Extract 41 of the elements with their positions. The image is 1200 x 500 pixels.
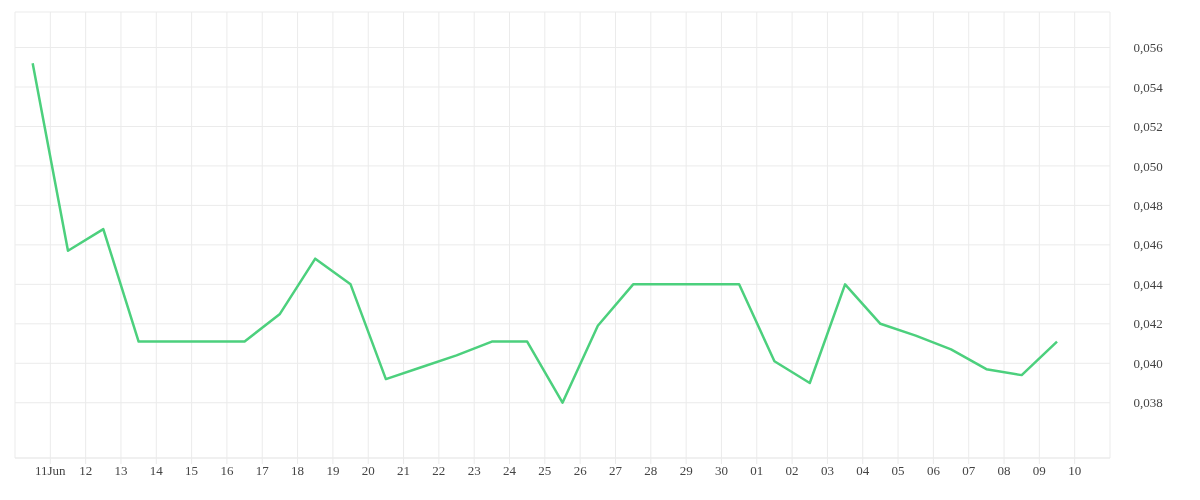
x-tick-label: 18 xyxy=(291,463,305,479)
x-tick-label: 17 xyxy=(255,463,270,479)
x-tick-label: 20 xyxy=(361,463,375,479)
y-tick-label: 0,050 xyxy=(1133,158,1163,174)
x-tick-label: 12 xyxy=(79,463,93,479)
y-tick-label: 0,042 xyxy=(1133,316,1163,332)
x-tick-label: 30 xyxy=(714,463,728,479)
x-tick-label: 01 xyxy=(750,463,764,479)
x-tick-label: 21 xyxy=(397,463,411,479)
x-tick-label: 22 xyxy=(432,463,446,479)
x-tick-label: 23 xyxy=(467,463,481,479)
x-tick-label: 07 xyxy=(962,463,976,479)
x-tick-label: 11Jun xyxy=(35,463,67,479)
y-tick-label: 0,038 xyxy=(1133,395,1163,411)
x-tick-label: 13 xyxy=(114,463,128,479)
line-series xyxy=(31,62,1059,404)
x-tick-label: 29 xyxy=(679,463,693,479)
y-tick-label: 0,040 xyxy=(1133,355,1163,371)
y-tick-label: 0,052 xyxy=(1133,119,1163,135)
x-tick-label: 15 xyxy=(185,463,199,479)
x-tick-label: 28 xyxy=(644,463,658,479)
x-tick-label: 25 xyxy=(538,463,552,479)
x-tick-label: 06 xyxy=(926,463,941,479)
x-tick-label: 05 xyxy=(891,463,905,479)
x-tick-label: 26 xyxy=(573,463,588,479)
y-tick-label: 0,054 xyxy=(1133,79,1164,95)
x-tick-label: 10 xyxy=(1068,463,1082,479)
y-tick-label: 0,048 xyxy=(1133,198,1163,214)
y-tick-label: 0,056 xyxy=(1133,40,1164,56)
x-tick-label: 02 xyxy=(785,463,799,479)
y-tick-label: 0,046 xyxy=(1133,237,1164,253)
x-tick-label: 24 xyxy=(503,463,517,479)
x-tick-label: 08 xyxy=(997,463,1011,479)
x-tick-label: 27 xyxy=(608,463,623,479)
x-tick-label: 19 xyxy=(326,463,340,479)
x-tick-label: 14 xyxy=(149,463,164,479)
x-tick-label: 03 xyxy=(820,463,834,479)
x-tick-label: 09 xyxy=(1032,463,1046,479)
y-tick-label: 0,044 xyxy=(1133,276,1164,292)
x-tick-label: 04 xyxy=(856,463,870,479)
x-tick-label: 16 xyxy=(220,463,234,479)
